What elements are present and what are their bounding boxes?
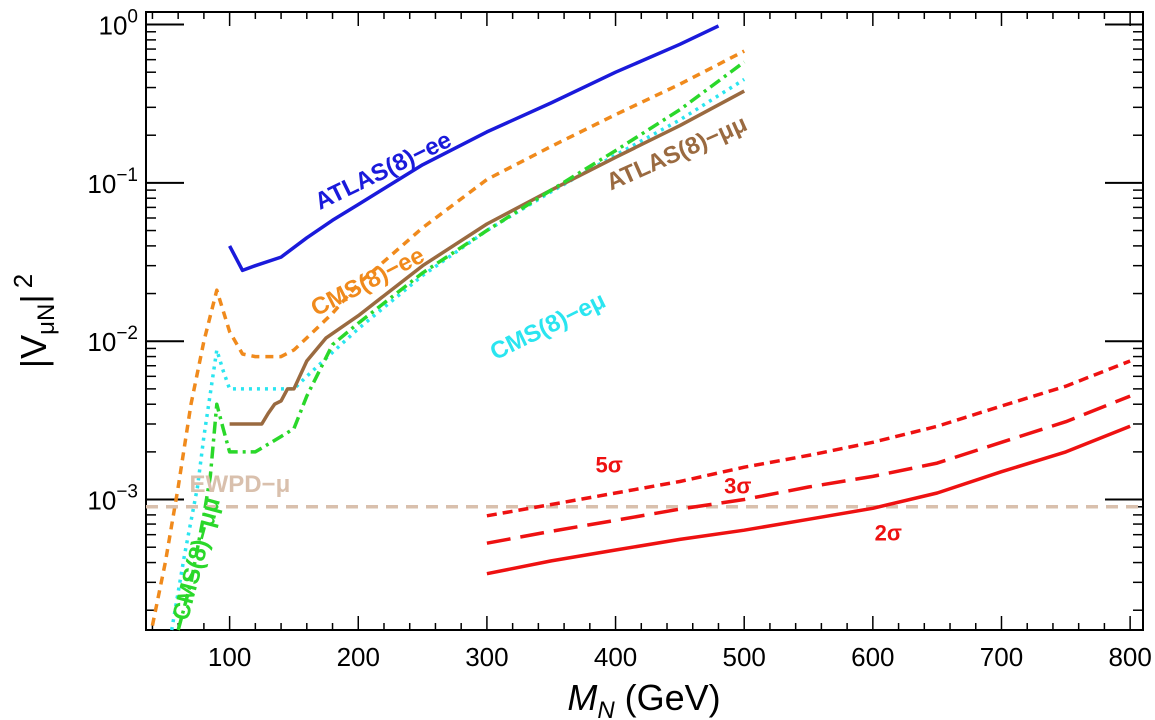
y-tick-label: 100 xyxy=(99,7,139,41)
y-tick-base: 10 xyxy=(87,486,116,516)
annotation-ewpd-5: EWPD−μ xyxy=(190,471,291,498)
series-line-cms-8-4 xyxy=(176,60,746,631)
x-tick-label: 400 xyxy=(594,642,637,672)
y-tick-exponent: −1 xyxy=(116,165,138,186)
y-axis-title-main: |V xyxy=(13,335,54,368)
x-tick-label: 300 xyxy=(465,642,508,672)
x-tick-label: 500 xyxy=(723,642,766,672)
axis-ticks xyxy=(146,12,1143,630)
plot-frame xyxy=(145,11,1144,631)
y-tick-label: 10−3 xyxy=(87,482,138,516)
x-tick-label: 600 xyxy=(851,642,894,672)
y-tick-label: 10−1 xyxy=(87,165,138,199)
y-axis-title-sub: μN xyxy=(33,304,60,335)
series-line-atlas-8-ee-0 xyxy=(228,24,720,273)
x-axis-title: MN (GeV) xyxy=(567,677,720,720)
annotation-2-8: 2σ xyxy=(875,521,902,546)
annotation-3-7: 3σ xyxy=(724,474,751,499)
series-line-5-6 xyxy=(486,359,1131,518)
y-tick-exponent: −2 xyxy=(116,323,138,344)
x-tick-label: 800 xyxy=(1108,642,1151,672)
x-tick-label: 700 xyxy=(980,642,1023,672)
x-axis-title-main: M xyxy=(567,677,597,718)
y-tick-label: 10−2 xyxy=(87,323,138,357)
y-axis-title: |VμN| 2 xyxy=(8,274,60,368)
annotation-cms-8-4: CMS(8)−μμ xyxy=(167,495,226,624)
x-axis-title-sub: N xyxy=(597,697,615,720)
series-line-2-8 xyxy=(486,424,1131,576)
y-tick-base: 10 xyxy=(87,169,116,199)
series-line-atlas-8-3 xyxy=(229,89,746,426)
y-tick-exponent: −3 xyxy=(116,482,138,503)
y-tick-base: 10 xyxy=(99,11,128,41)
series-line-cms-8-e-2 xyxy=(169,77,746,631)
x-tick-label: 200 xyxy=(337,642,380,672)
annotation-atlas-8-ee-0: ATLAS(8)−ee xyxy=(311,126,456,215)
annotation-cms-8-e-2: CMS(8)−eμ xyxy=(486,287,610,366)
x-tick-label: 100 xyxy=(208,642,251,672)
y-tick-exponent: 0 xyxy=(127,7,138,28)
y-tick-base: 10 xyxy=(87,327,116,357)
series-line-3-7 xyxy=(486,394,1131,545)
y-axis-title-close: | xyxy=(13,294,54,303)
annotation-5-6: 5σ xyxy=(595,453,622,478)
y-axis-title-sup: 2 xyxy=(8,274,38,288)
series-curves xyxy=(146,24,1143,631)
curve-annotations: ATLAS(8)−eeCMS(8)−eeCMS(8)−eμATLAS(8)−μμ… xyxy=(167,110,902,623)
x-axis-title-unit: (GeV) xyxy=(625,677,721,718)
